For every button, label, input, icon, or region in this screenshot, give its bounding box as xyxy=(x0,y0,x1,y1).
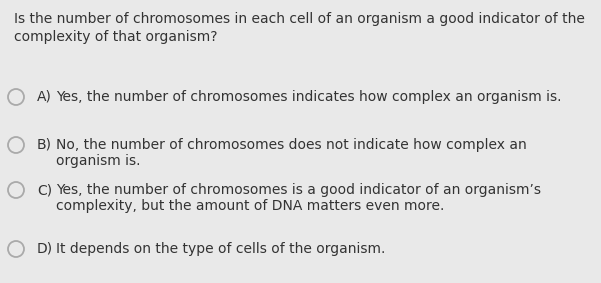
Text: It depends on the type of cells of the organism.: It depends on the type of cells of the o… xyxy=(56,242,385,256)
Text: Is the number of chromosomes in each cell of an organism a good indicator of the: Is the number of chromosomes in each cel… xyxy=(14,12,585,26)
Text: complexity, but the amount of DNA matters even more.: complexity, but the amount of DNA matter… xyxy=(56,199,444,213)
Text: complexity of that organism?: complexity of that organism? xyxy=(14,30,218,44)
Text: organism is.: organism is. xyxy=(56,154,141,168)
Text: A): A) xyxy=(37,90,52,104)
Text: B): B) xyxy=(37,138,52,152)
Text: No, the number of chromosomes does not indicate how complex an: No, the number of chromosomes does not i… xyxy=(56,138,526,152)
Text: C): C) xyxy=(37,183,52,197)
Text: Yes, the number of chromosomes is a good indicator of an organism’s: Yes, the number of chromosomes is a good… xyxy=(56,183,541,197)
Text: D): D) xyxy=(37,242,53,256)
Text: Yes, the number of chromosomes indicates how complex an organism is.: Yes, the number of chromosomes indicates… xyxy=(56,90,561,104)
